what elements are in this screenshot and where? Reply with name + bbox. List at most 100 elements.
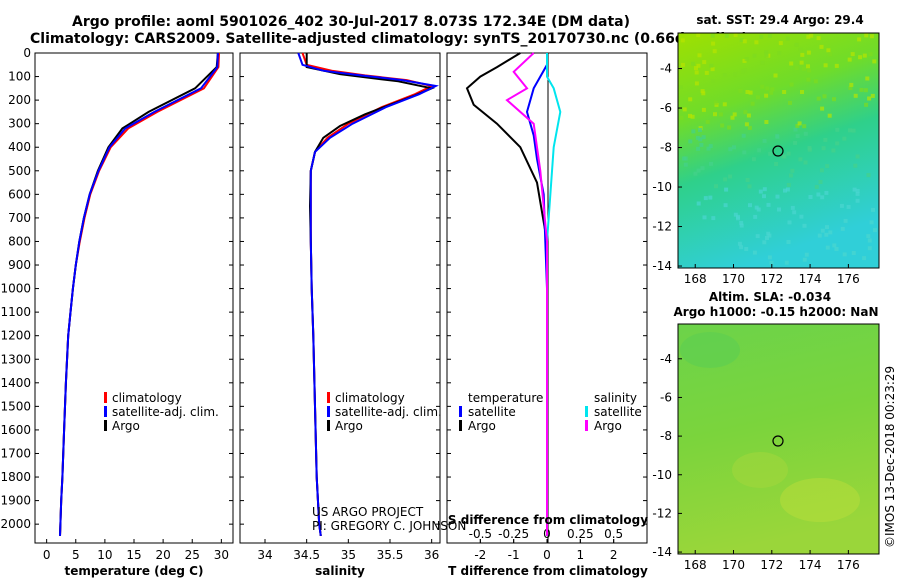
map-texture-cell [688,113,692,118]
series-line-temp-satellite [525,53,548,536]
sst-map-field [678,33,879,268]
legend-label-temp-argo: Argo [468,419,496,433]
legend-swatch-climatology [104,392,107,403]
map-texture-cell [794,42,799,47]
map-y-tick-label: -4 [660,352,672,366]
series-line-satellite [297,52,439,537]
map-texture-cell [702,60,707,65]
map-texture-cell [775,134,780,139]
map-texture-cell [818,180,823,184]
map-y-tick-label: -8 [660,141,672,155]
map-texture-cell [701,91,706,96]
series-line-sal-argo [505,52,548,536]
depth-tick-label: 1200 [0,329,31,343]
legend-label-argo: Argo [335,419,363,433]
depth-tick-label: 1400 [0,376,31,390]
map-texture-cell [868,52,873,57]
map-texture-cell [835,141,840,146]
map-texture-cell [733,33,738,37]
map-texture-cell [846,204,851,209]
depth-tick-label: 1700 [0,446,31,460]
map-texture-cell [737,241,742,246]
map-texture-cell [706,146,711,151]
map-texture-cell [751,157,756,162]
map-texture-cell [789,82,794,87]
map-texture-cell [798,157,803,162]
map-texture-cell [788,173,793,178]
map-texture-cell [708,144,713,149]
map-texture-cell [711,79,715,83]
map-texture-cell [824,232,829,237]
x-tick-label: 34.5 [293,548,320,562]
map-y-tick-label: -12 [652,506,672,520]
map-texture-cell [847,57,852,62]
imos-timestamp: ©IMOS 13-Dec-2018 00:23:29 [883,366,897,548]
map-texture-cell [793,127,798,132]
map-texture-cell [762,138,767,143]
map-texture-cell [733,212,738,217]
map-texture-cell [694,70,699,75]
map-texture-cell [765,86,770,91]
map-texture-cell [683,162,688,167]
map-texture-cell [817,233,822,238]
map-texture-cell [690,114,695,119]
series-line-argo [305,53,436,537]
temperature-panel: 0 5 10 15 20 25 30 climatology satellite-adj. … [34,52,234,578]
map-texture-cell [782,90,787,94]
map-texture-cell [714,102,719,107]
map-texture-cell [783,188,787,193]
x-tick-label: 0.5 [604,527,623,541]
map-texture-cell [755,234,760,239]
sla-blob [780,478,860,522]
depth-tick-label: 200 [8,93,31,107]
sst-map-frame [677,32,880,269]
sla-blob [680,332,740,368]
map-texture-cell [789,61,794,66]
map-texture-cell [823,137,828,142]
depth-tick-label: 100 [8,70,31,84]
depth-tick-label: 600 [8,187,31,201]
map-texture-cell [683,156,688,161]
map-texture-cell [701,135,706,140]
map-texture-cell [862,256,867,261]
header-line1: Argo profile: aoml 5901026_402 30-Jul-20… [72,14,630,30]
map-texture-cell [756,95,760,100]
map-texture-cell [790,205,795,210]
legend-swatch-temp-satellite [459,406,462,417]
map-texture-cell [842,136,847,141]
depth-tick-label: 2000 [0,517,31,531]
map-texture-cell [691,61,695,66]
sla-map-title2: Argo h1000: -0.15 h2000: NaN [673,305,878,319]
map-texture-cell [765,236,769,240]
map-texture-cell [852,187,857,192]
x-tick-label: 36 [424,548,439,562]
depth-tick-label: 1900 [0,494,31,508]
map-y-tick-label: -14 [652,259,672,273]
temperature-x-ticks: 0 5 10 15 20 25 30 [35,52,233,562]
map-texture-cell [711,41,716,46]
map-texture-cell [869,34,874,39]
map-texture-cell [865,76,870,81]
argo-position-marker [772,435,784,447]
map-texture-cell [724,33,729,38]
map-texture-cell [851,251,856,255]
map-texture-cell [806,77,811,82]
map-texture-cell [777,207,781,212]
map-texture-cell [803,160,808,165]
map-texture-cell [723,177,728,182]
map-texture-cell [828,230,833,235]
depth-tick-label: 1600 [0,423,31,437]
map-y-tick-label: -6 [660,101,672,115]
map-texture-cell [795,123,800,128]
x-tick-label: 34 [257,548,272,562]
legend-swatch-argo [104,420,107,431]
map-texture-cell [834,63,839,68]
map-texture-cell [799,214,804,219]
depth-tick-label: 0 [23,46,31,60]
map-texture-cell [766,231,771,236]
legend-label-climatology: climatology [112,391,182,405]
map-texture-cell [714,184,718,189]
map-texture-cell [764,120,769,124]
map-texture-cell [722,73,727,78]
map-texture-cell [764,52,769,57]
